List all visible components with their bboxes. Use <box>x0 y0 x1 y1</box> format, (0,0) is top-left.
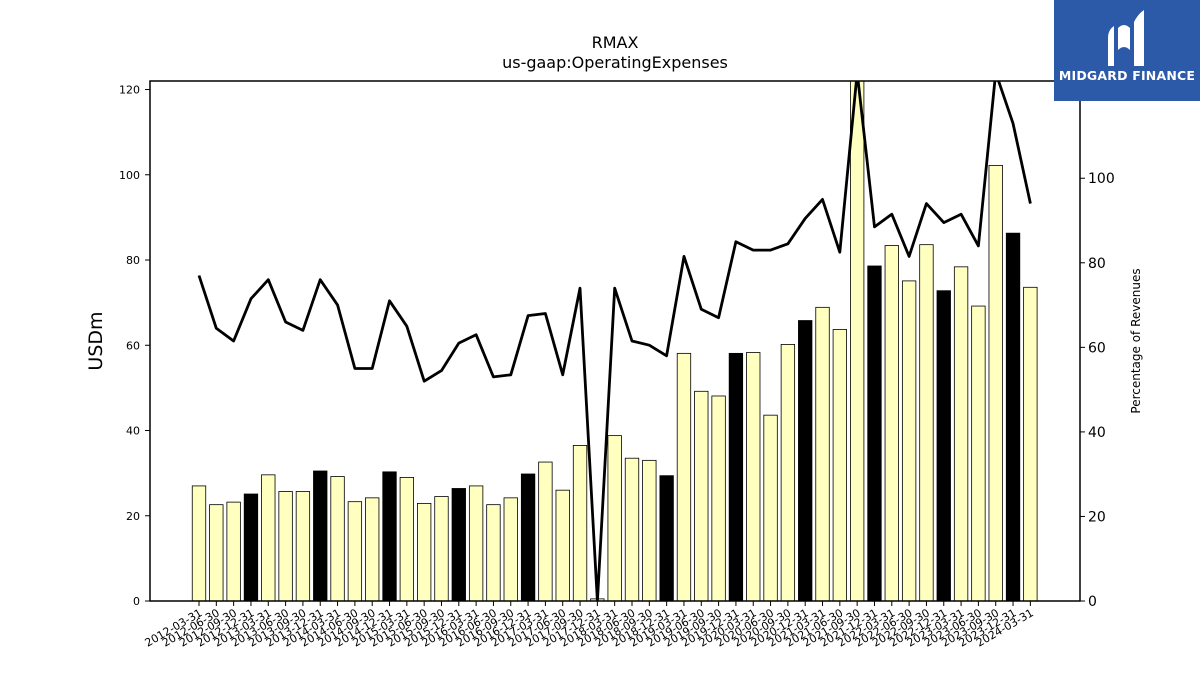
y2-tick-label: 60 <box>1088 340 1106 356</box>
x-axis: 2012-03-312012-06-302012-09-302012-12-31… <box>143 601 1036 650</box>
bar-2016-06-30 <box>486 504 501 601</box>
bar-2012-12-31 <box>243 493 259 601</box>
bar-2020-12-31 <box>798 320 813 601</box>
bar-2012-06-30 <box>209 504 224 601</box>
bar-2015-03-31 <box>399 476 414 601</box>
bar-2022-09-30 <box>919 244 934 601</box>
bar-2012-09-30 <box>226 501 241 601</box>
bar-2020-06-30 <box>763 414 778 601</box>
bar-2014-03-31 <box>330 476 345 601</box>
bar-2024-03-31 <box>1023 286 1038 601</box>
brand-name: MIDGARD FINANCE <box>1058 68 1196 83</box>
bar-2016-09-30 <box>503 497 518 601</box>
bar-2015-06-30 <box>417 502 432 601</box>
bar-2014-06-30 <box>347 501 363 601</box>
y-tick-label: 20 <box>126 510 140 523</box>
midgard-finance-logo: MIDGARD FINANCE <box>1054 0 1200 101</box>
bar-2017-06-30 <box>555 489 570 601</box>
bar-2018-03-31 <box>607 435 622 601</box>
bar-2021-09-30 <box>850 81 865 601</box>
bar-2018-12-31 <box>659 475 674 601</box>
bar-2019-06-30 <box>694 390 709 601</box>
bar-2013-03-31 <box>261 474 276 601</box>
bar-2020-03-31 <box>746 352 761 601</box>
y-tick-label: 40 <box>126 425 140 438</box>
y2-tick-label: 20 <box>1088 509 1106 525</box>
bar-2018-06-30 <box>624 457 640 601</box>
y2-tick-label: 0 <box>1088 594 1097 610</box>
bar-2017-09-30 <box>572 445 588 601</box>
y-tick-label: 100 <box>119 169 140 182</box>
y2-axis-label: Percentage of Revenues <box>1129 268 1143 413</box>
bar-2023-03-31 <box>953 266 969 601</box>
percentage-line-series <box>197 81 1032 601</box>
bar-2022-06-30 <box>901 280 917 601</box>
bar-2013-09-30 <box>295 491 311 601</box>
bar-2016-03-31 <box>468 485 484 601</box>
y-tick-label: 80 <box>126 254 140 267</box>
y-tick-label: 0 <box>133 595 140 608</box>
left-axis: 0 20 40 60 80 100 120 <box>119 84 150 608</box>
bar-2019-12-31 <box>728 352 744 601</box>
bar-2018-09-30 <box>642 459 657 601</box>
bar-2023-09-30 <box>988 164 1003 601</box>
bar-2015-12-31 <box>451 488 466 601</box>
bar-2021-12-31 <box>867 265 882 601</box>
percentage-line <box>197 81 1032 601</box>
y-tick-label: 120 <box>119 84 140 97</box>
bar-2013-06-30 <box>278 491 293 601</box>
bar-2020-09-30 <box>780 344 796 601</box>
chart-title: RMAX <box>592 33 639 52</box>
midgard-logo-icon <box>1108 10 1144 66</box>
bar-2022-12-31 <box>936 290 951 601</box>
bar-2022-03-31 <box>884 245 899 601</box>
bar-2019-09-30 <box>711 395 726 601</box>
bar-2014-12-31 <box>382 471 397 601</box>
bar-series <box>191 81 1038 601</box>
y-tick-label: 60 <box>126 339 140 352</box>
bar-2012-03-31 <box>191 485 207 601</box>
right-axis: 0 20 40 60 80 100 <box>1080 171 1115 610</box>
bar-2019-03-31 <box>676 352 692 601</box>
chart-subtitle: us-gaap:OperatingExpenses <box>502 53 728 72</box>
y2-tick-label: 80 <box>1088 256 1106 272</box>
y2-tick-label: 40 <box>1088 425 1106 441</box>
bar-2021-03-31 <box>815 306 830 601</box>
y-axis-label: USDm <box>85 311 107 370</box>
bar-2015-09-30 <box>434 496 449 601</box>
bar-2023-12-31 <box>1005 232 1021 601</box>
bar-2017-03-31 <box>538 461 553 601</box>
bar-2014-09-30 <box>365 497 380 601</box>
y2-tick-label: 100 <box>1088 171 1115 187</box>
bar-2021-06-30 <box>832 329 847 601</box>
bar-2023-06-30 <box>971 305 986 601</box>
bar-2016-12-31 <box>520 473 536 601</box>
bar-2013-12-31 <box>313 470 328 601</box>
